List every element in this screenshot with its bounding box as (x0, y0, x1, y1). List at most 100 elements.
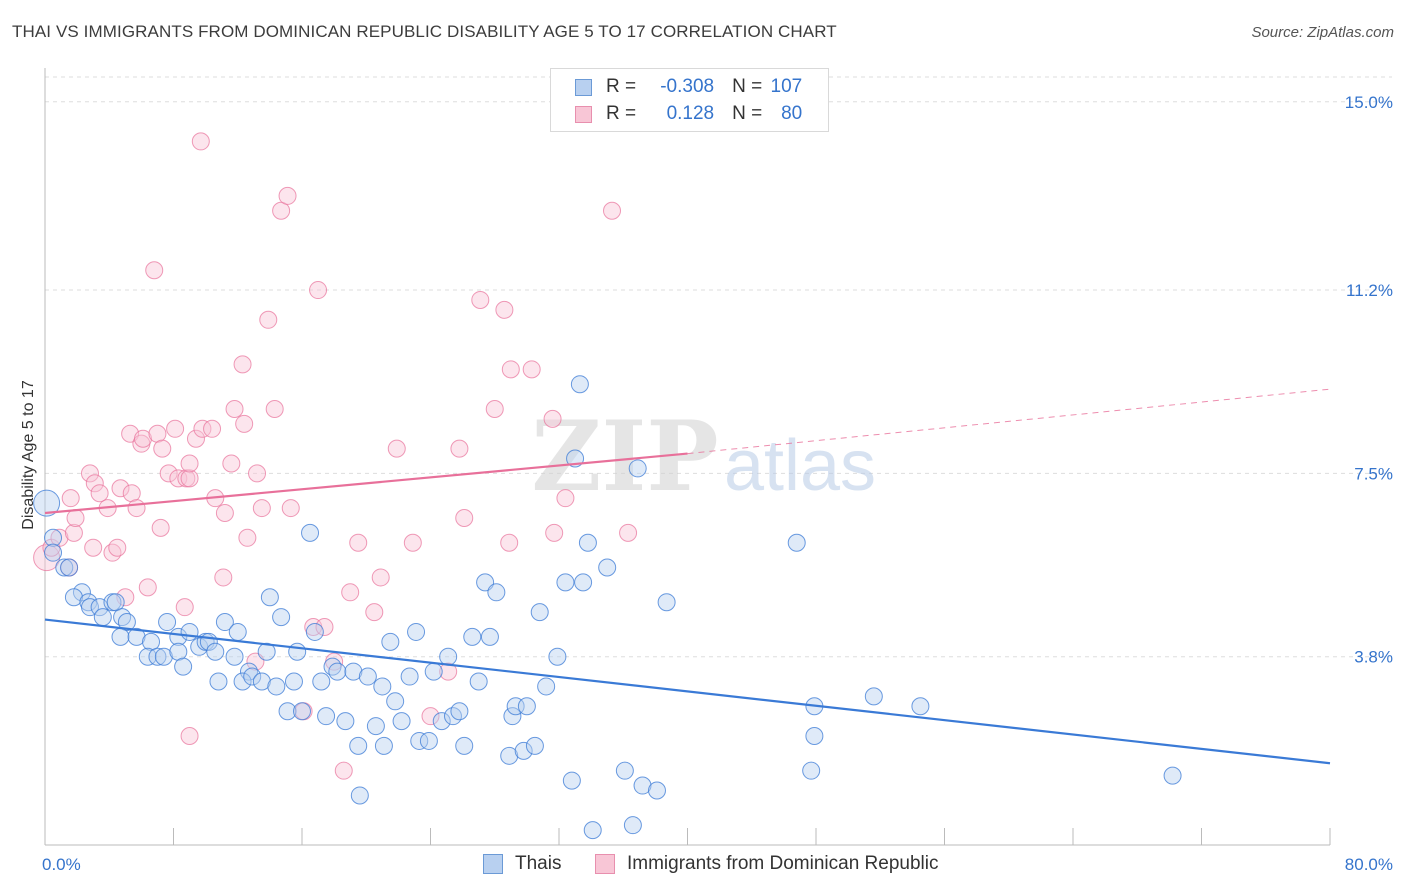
legend-n-value: 107 (770, 76, 803, 97)
trend-lines (44, 388, 1331, 765)
point-thais (272, 608, 291, 627)
point-dominican (500, 533, 519, 552)
point-thais (284, 672, 303, 691)
y-axis-label: Disability Age 5 to 17 (20, 380, 37, 530)
point-dominican (495, 300, 514, 319)
point-dominican (191, 132, 210, 151)
point-dominican (85, 474, 104, 493)
point-thais (267, 677, 286, 696)
point-dominican (50, 528, 69, 547)
point-thais (525, 736, 544, 755)
y-tick-label: 7.5% (1354, 464, 1393, 483)
point-dominican (66, 508, 85, 527)
point-thais (530, 603, 549, 622)
point-thais (400, 667, 419, 686)
legend-label-thais: Thais (515, 853, 562, 874)
point-thais (802, 761, 821, 780)
legend-n-value: 80 (781, 103, 803, 124)
point-dominican (485, 399, 504, 418)
point-thais (293, 702, 311, 721)
point-thais (154, 647, 173, 666)
point-thais (455, 736, 474, 755)
point-thais (633, 776, 652, 795)
point-thais (233, 672, 252, 691)
point-dominican (619, 523, 638, 542)
legend-swatch-blue (483, 854, 503, 874)
point-dominican (193, 419, 212, 438)
point-thais (228, 622, 247, 641)
point-dominican (133, 429, 152, 448)
series-pink-points (33, 132, 638, 780)
point-thais (33, 489, 61, 517)
series-legend: Thais Immigrants from Dominican Republic (0, 851, 1406, 877)
point-thais (174, 657, 193, 676)
point-dominican (556, 489, 575, 508)
series-blue-points (33, 375, 1182, 840)
point-thais (517, 697, 536, 716)
point-thais (911, 697, 930, 716)
point-thais (392, 712, 411, 731)
point-dominican (387, 439, 406, 458)
point-dominican (80, 464, 99, 483)
point-dominican (61, 489, 80, 508)
point-dominican (153, 439, 172, 458)
point-thais (503, 707, 522, 726)
point-dominican (180, 726, 199, 745)
point-thais (350, 786, 369, 805)
point-thais (463, 627, 482, 646)
point-thais (574, 573, 593, 592)
tick-labels: 3.8% 7.5% 11.2% 15.0% 0.0% 80.0% (42, 93, 1393, 874)
legend-label-dominican: Immigrants from Dominican Republic (627, 853, 939, 874)
point-thais (312, 672, 331, 691)
legend-r-value: 0.128 (666, 103, 715, 124)
point-dominican (215, 504, 234, 523)
point-dominican (371, 568, 390, 587)
legend-item-thais: Thais (483, 853, 561, 875)
trend-line-dominican-extension (687, 388, 1331, 455)
point-thais (111, 627, 130, 646)
point-dominican (175, 598, 194, 617)
point-dominican (259, 310, 278, 329)
trend-line-dominican (44, 452, 688, 515)
point-dominican (151, 518, 170, 537)
x-tick-label: 0.0% (42, 855, 81, 874)
y-tick-label: 3.8% (1354, 648, 1393, 667)
point-thais (323, 657, 342, 676)
point-thais (598, 558, 617, 577)
point-dominican (403, 533, 422, 552)
point-dominican (159, 464, 178, 483)
point-dominican (603, 201, 622, 220)
point-thais (450, 702, 469, 721)
point-dominican (278, 186, 297, 205)
point-dominican (180, 454, 199, 473)
point-thais (805, 726, 824, 745)
point-dominican (315, 617, 334, 636)
point-thais (570, 375, 589, 394)
point-thais (44, 528, 63, 547)
trend-line-thais (44, 618, 1331, 765)
legend-row-thais: R = -0.308 N = 107 (575, 75, 802, 99)
point-dominican (248, 464, 267, 483)
legend-swatch-pink (595, 854, 615, 874)
watermark-atlas: atlas (724, 426, 876, 506)
point-thais (243, 667, 262, 686)
point-thais (55, 558, 74, 577)
point-dominican (111, 479, 130, 498)
point-thais (209, 672, 228, 691)
point-thais (252, 672, 271, 691)
x-tick-label: 80.0% (1345, 855, 1393, 874)
point-thais (537, 677, 556, 696)
point-dominican (203, 419, 222, 438)
point-thais (407, 622, 426, 641)
point-dominican (214, 568, 233, 587)
point-thais (117, 613, 136, 632)
watermark-zip: ZIP (531, 400, 718, 513)
point-dominican (145, 261, 164, 280)
point-dominican (166, 419, 185, 438)
point-dominican (238, 528, 257, 547)
point-dominican (545, 523, 564, 542)
point-thais (583, 821, 602, 840)
point-dominican (252, 499, 271, 518)
point-thais (373, 677, 392, 696)
legend-r-label: R = (606, 76, 637, 97)
